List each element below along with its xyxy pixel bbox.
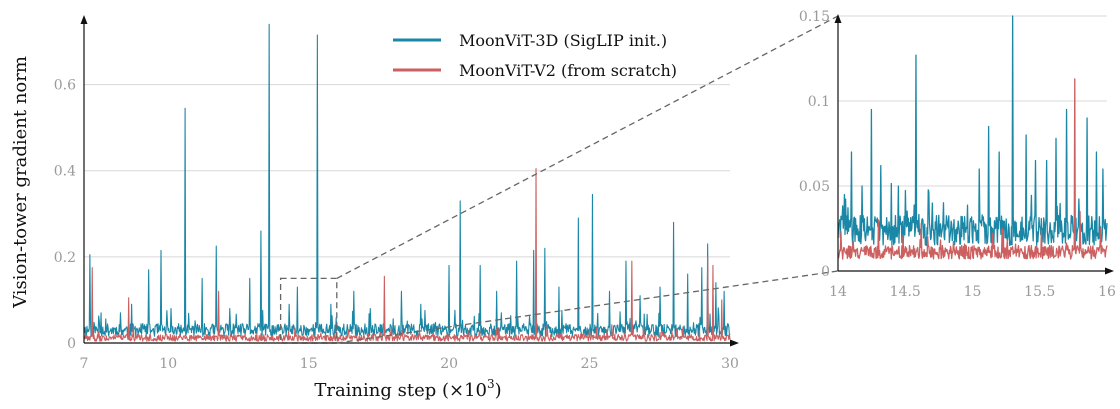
zoom-connector-bottom	[336, 270, 839, 344]
main-x-axis-title-close: )	[495, 380, 502, 401]
inset-series-line-moonvit-3d	[837, 15, 1108, 247]
main-series-lines	[83, 23, 731, 342]
main-x-tick-label: 15	[300, 356, 318, 372]
main-y-tick-label: 0.6	[54, 78, 76, 94]
inset-y-tick-label: 0.05	[799, 179, 830, 195]
legend-label-moonvit-v2: MoonViT-V2 (from scratch)	[459, 61, 677, 80]
inset-series-line-moonvit-v2	[837, 78, 1108, 260]
inset-chart: 14 14.5 15 15.5 16 0 0.05 0.1 0.15	[799, 9, 1116, 300]
main-series-line-moonvit-v2	[83, 168, 731, 342]
inset-x-tick-label: 14	[829, 284, 847, 300]
inset-x-tick-label: 15.5	[1024, 284, 1055, 300]
main-x-tick-labels: 7 10 15 20 25 30	[80, 356, 739, 372]
inset-x-tick-label: 16	[1098, 284, 1116, 300]
main-y-tick-label: 0.4	[54, 164, 76, 180]
inset-y-tick-label: 0.15	[799, 9, 830, 25]
main-x-tick-label: 25	[581, 356, 599, 372]
main-y-axis-arrow	[80, 15, 88, 24]
main-series-line-moonvit-3d	[83, 23, 731, 338]
legend: MoonViT-3D (SigLIP init.) MoonViT-V2 (fr…	[393, 31, 677, 80]
main-x-axis-title-exponent: 3	[487, 377, 495, 391]
inset-y-axis-arrow	[834, 14, 842, 23]
inset-x-axis-arrow	[1105, 267, 1114, 275]
main-x-tick-label: 20	[440, 356, 458, 372]
inset-y-tick-label: 0	[821, 264, 830, 280]
inset-y-tick-labels: 0 0.05 0.1 0.15	[799, 9, 830, 280]
inset-y-tick-label: 0.1	[808, 94, 830, 110]
main-y-tick-label: 0	[67, 336, 76, 352]
main-x-tick-label: 30	[721, 356, 739, 372]
main-x-tick-label: 7	[80, 356, 89, 372]
zoom-connector-top	[336, 15, 839, 279]
main-chart: 7 10 15 20 25 30 0 0.2 0.4 0.6 Training step (×1…	[10, 15, 739, 401]
main-y-tick-labels: 0 0.2 0.4 0.6	[54, 78, 76, 352]
inset-x-tick-label: 15	[964, 284, 982, 300]
inset-gridlines	[838, 15, 1107, 187]
main-x-axis-title: Training step (×103)	[314, 377, 501, 401]
main-x-axis-title-main: Training step (×10	[314, 380, 487, 401]
main-x-tick-label: 10	[159, 356, 177, 372]
main-y-axis-title: Vision-tower gradient norm	[10, 56, 31, 309]
inset-x-tick-labels: 14 14.5 15 15.5 16	[829, 284, 1116, 300]
main-x-axis-arrow	[730, 339, 739, 347]
inset-x-tick-label: 14.5	[890, 284, 921, 300]
legend-label-moonvit-3d: MoonViT-3D (SigLIP init.)	[459, 31, 667, 50]
main-y-tick-label: 0.2	[54, 250, 76, 266]
main-gridlines	[84, 84, 730, 258]
inset-series-lines	[837, 15, 1108, 260]
